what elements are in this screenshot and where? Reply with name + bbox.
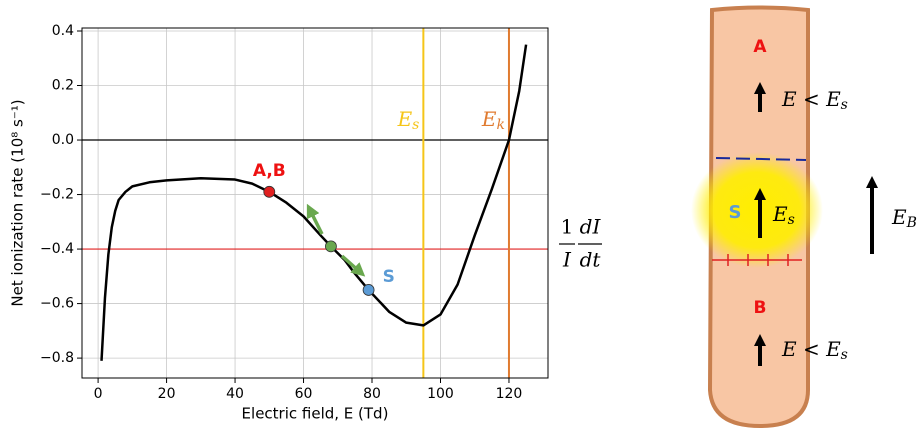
reference-label-text: E: [397, 107, 413, 131]
reference-label-sub: k: [496, 117, 504, 133]
y-tick-label: −0.2: [40, 187, 74, 203]
point: [325, 240, 337, 253]
formula-part: dt: [580, 248, 602, 272]
formula-part: I: [562, 248, 572, 272]
field-text: E: [891, 205, 907, 229]
field-text: E < E: [781, 87, 841, 111]
formula-part: 1: [561, 215, 574, 239]
field-sub: s: [841, 347, 848, 363]
y-tick-label: −0.6: [40, 296, 74, 312]
reference-label-text: E: [481, 107, 497, 131]
formula: 1 I dI dt: [559, 215, 602, 272]
curve: [100, 44, 528, 361]
negative-layer: [715, 157, 807, 161]
x-tick-label: 0: [94, 386, 103, 402]
streamer-diagram: A E < Es S Es B E < Es EB: [691, 5, 917, 429]
point: [362, 284, 375, 296]
reference-label: Ek: [481, 107, 505, 134]
arrow: [340, 254, 366, 277]
arrow: [306, 203, 324, 235]
region-label: B: [754, 298, 767, 318]
x-tick-label: 100: [427, 386, 454, 402]
reference-label: Es: [397, 107, 420, 134]
y-tick-label: −0.4: [40, 241, 74, 257]
formula-part: dI: [580, 215, 602, 239]
plot: 0 20 40 60 80 100 120 −0.8 −0.6 −0.4 −0.2 0.0 0.2 0.4…: [9, 23, 549, 423]
y-tick-label: 0.4: [52, 23, 74, 39]
field-sub: s: [841, 97, 848, 113]
x-axis-label: Electric field, E (Td): [242, 405, 389, 423]
field-label: E < Es: [781, 87, 848, 114]
field-text: E < E: [781, 337, 841, 361]
field-sub: s: [788, 212, 795, 228]
field-text: E: [772, 202, 788, 226]
field-label: EB: [891, 205, 917, 232]
y-tick-label: 0.2: [52, 78, 74, 94]
region-label: S: [729, 202, 742, 223]
x-tick-label: 60: [295, 386, 313, 402]
field-sub: B: [906, 215, 917, 231]
x-tick-label: 80: [363, 386, 381, 402]
x-tick-label: 120: [496, 386, 523, 402]
y-tick-label: −0.8: [40, 350, 74, 366]
reference-label-sub: s: [412, 117, 419, 133]
field-label: E < Es: [781, 337, 848, 364]
y-tick-label: 0.0: [52, 132, 74, 148]
y-axis-label: Net ionization rate (10⁸ s⁻¹): [9, 99, 27, 306]
region-label: A: [753, 37, 767, 57]
x-tick-label: 40: [226, 386, 244, 402]
plus-signs: [727, 254, 789, 266]
point: [263, 185, 276, 198]
x-tick-label: 20: [158, 386, 176, 402]
field-label: Es: [772, 202, 795, 229]
point-label: S: [383, 267, 395, 287]
point-label: A,B: [253, 161, 286, 181]
glow: [691, 152, 823, 268]
plot-frame: [81, 27, 549, 379]
